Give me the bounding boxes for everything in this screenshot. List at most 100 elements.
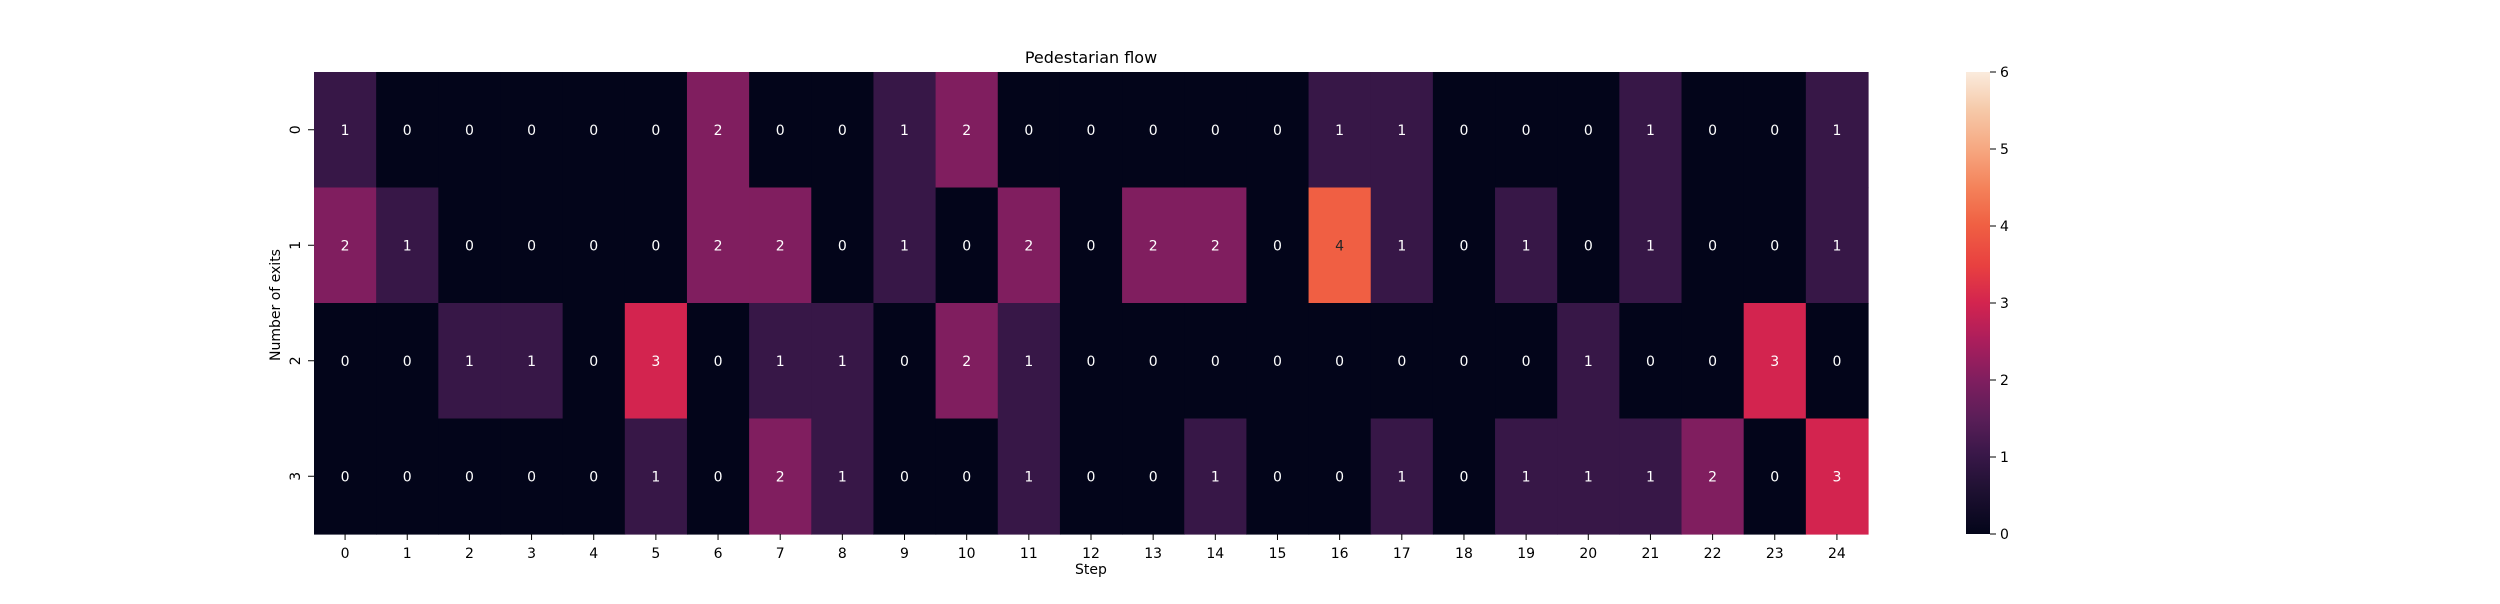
x-tick-label: 19 — [1517, 546, 1535, 562]
heatmap-cell — [1184, 418, 1247, 535]
heatmap-cell — [376, 303, 439, 420]
cell-value-label: 0 — [900, 354, 909, 370]
cell-value-label: 0 — [589, 238, 598, 254]
cell-value-label: 1 — [1646, 123, 1655, 139]
heatmap-cell — [749, 303, 812, 420]
cell-value-label: 1 — [1832, 123, 1841, 139]
cell-value-label: 1 — [900, 238, 909, 254]
heatmap-cell — [1805, 72, 1869, 189]
heatmap-cell-labels: 1 0 0 0 0 0 2 0 0 1 2 0 0 0 0 0 1 1 0 0 0 1 0 0 1 2 1 0 0 0 0 2 2 0 1 0 2 0 2 2… — [341, 123, 1842, 486]
heatmap-cell — [438, 72, 502, 189]
colorbar: 0 1 2 3 4 5 6 — [1966, 65, 2009, 543]
x-tick-label: 10 — [958, 546, 976, 562]
heatmap-cell — [1681, 303, 1745, 420]
x-tick-label: 16 — [1331, 546, 1349, 562]
cell-value-label: 0 — [1273, 238, 1282, 254]
x-axis-label: Step — [1075, 562, 1107, 578]
heatmap-cell — [376, 72, 439, 189]
cell-value-label: 0 — [1397, 354, 1406, 370]
heatmap-cell — [686, 303, 750, 420]
colorbar-tick-label: 1 — [2000, 450, 2009, 466]
cell-value-label: 0 — [341, 469, 350, 485]
cell-value-label: 1 — [776, 354, 785, 370]
cell-value-label: 0 — [1708, 238, 1717, 254]
cell-value-label: 0 — [341, 354, 350, 370]
heatmap-cell — [1370, 187, 1434, 304]
heatmap-cell — [314, 303, 377, 420]
heatmap-cell — [500, 303, 564, 420]
heatmap-cell — [749, 187, 812, 304]
cell-value-label: 0 — [714, 354, 723, 370]
cell-value-label: 0 — [1273, 469, 1282, 485]
heatmap-cell — [438, 187, 502, 304]
heatmap-cell — [500, 187, 564, 304]
colorbar-tick-label: 5 — [2000, 142, 2009, 158]
cell-value-label: 0 — [838, 123, 847, 139]
heatmap-cell — [811, 72, 875, 189]
y-tick-label: 2 — [288, 356, 304, 365]
heatmap-cell — [624, 72, 688, 189]
x-tick-label: 20 — [1579, 546, 1597, 562]
cell-value-label: 0 — [403, 123, 412, 139]
x-tick-label: 2 — [465, 546, 474, 562]
y-tick-label: 0 — [288, 125, 304, 134]
heatmap-cell — [1743, 303, 1807, 420]
heatmap-cell — [1805, 303, 1869, 420]
cell-value-label: 2 — [776, 238, 785, 254]
cell-value-label: 1 — [651, 469, 660, 485]
cell-value-label: 1 — [1397, 469, 1406, 485]
cell-value-label: 0 — [1459, 238, 1468, 254]
heatmap-cell — [1743, 418, 1807, 535]
heatmap-cell — [1308, 418, 1372, 535]
heatmap-cell — [624, 303, 688, 420]
cell-value-label: 0 — [465, 123, 474, 139]
heatmap-cell — [1681, 418, 1745, 535]
x-tick-label: 18 — [1455, 546, 1473, 562]
heatmap-cell — [1308, 72, 1372, 189]
heatmap-cell — [749, 418, 812, 535]
heatmap-cell — [1619, 72, 1683, 189]
cell-value-label: 1 — [1211, 469, 1220, 485]
cell-value-label: 0 — [776, 123, 785, 139]
cell-value-label: 2 — [714, 238, 723, 254]
x-axis-ticks: 0 1 2 3 4 5 6 7 8 9 10 11 12 13 14 15 16 17 18 19 20 21 22 23 24 — [341, 534, 1846, 562]
cell-value-label: 0 — [1584, 238, 1593, 254]
cell-value-label: 1 — [838, 469, 847, 485]
cell-value-label: 1 — [1646, 238, 1655, 254]
cell-value-label: 0 — [651, 123, 660, 139]
heatmap-cell — [1308, 303, 1372, 420]
cell-value-label: 0 — [1087, 469, 1096, 485]
x-tick-label: 24 — [1828, 546, 1846, 562]
heatmap-cell — [1122, 303, 1185, 420]
heatmap-cell — [811, 303, 875, 420]
cell-value-label: 0 — [1770, 123, 1779, 139]
cell-value-label: 1 — [1584, 469, 1593, 485]
heatmap-cell — [1557, 418, 1620, 535]
heatmap-cell — [1432, 418, 1496, 535]
heatmap-cell — [500, 72, 564, 189]
heatmap-cell — [811, 187, 875, 304]
heatmap-cell — [873, 303, 937, 420]
heatmap-cell — [997, 187, 1061, 304]
heatmap-cell — [1619, 418, 1683, 535]
cell-value-label: 2 — [1024, 238, 1033, 254]
cell-value-label: 1 — [838, 354, 847, 370]
heatmap-cell — [562, 72, 626, 189]
heatmap-cell — [1184, 187, 1247, 304]
y-axis-ticks: 0 1 2 3 — [288, 125, 314, 481]
cell-value-label: 0 — [1211, 354, 1220, 370]
heatmap-cell — [624, 187, 688, 304]
cell-value-label: 0 — [403, 469, 412, 485]
heatmap-cell — [1495, 303, 1558, 420]
heatmap-cell — [997, 418, 1061, 535]
heatmap-cell — [1308, 187, 1372, 304]
cell-value-label: 0 — [527, 469, 536, 485]
heatmap-cell — [1370, 418, 1434, 535]
cell-value-label: 0 — [1770, 238, 1779, 254]
cell-value-label: 1 — [403, 238, 412, 254]
cell-value-label: 0 — [1087, 238, 1096, 254]
heatmap-cell — [686, 187, 750, 304]
heatmap-cell — [1557, 72, 1620, 189]
heatmap-cell — [1681, 72, 1745, 189]
colorbar-tick-label: 6 — [2000, 65, 2009, 81]
